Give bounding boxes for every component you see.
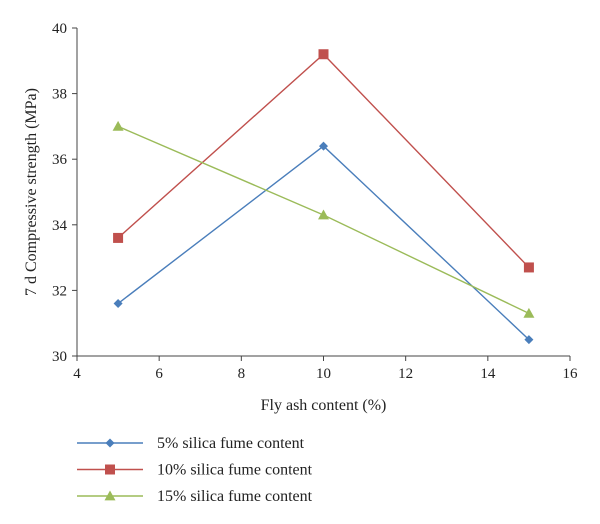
y-tick-label: 40 xyxy=(52,21,67,37)
data-point xyxy=(112,120,124,131)
y-tick-label: 32 xyxy=(52,283,67,299)
legend-marker xyxy=(104,490,116,501)
series-line xyxy=(117,145,530,341)
data-point xyxy=(318,209,329,220)
legend-marker xyxy=(105,464,115,475)
legend-marker xyxy=(105,438,115,448)
data-point xyxy=(113,232,124,243)
series-line xyxy=(117,125,530,314)
x-tick-label: 8 xyxy=(238,366,246,382)
y-tick-label: 36 xyxy=(52,152,68,168)
data-point xyxy=(318,49,329,60)
legend-label: 15% silica fume content xyxy=(157,488,313,505)
y-tick-label: 30 xyxy=(52,349,67,365)
x-tick-label: 14 xyxy=(480,366,496,382)
y-tick-label: 34 xyxy=(52,218,68,234)
x-tick-label: 12 xyxy=(398,366,413,382)
series-layer xyxy=(112,49,535,345)
y-tick-label: 38 xyxy=(52,87,67,103)
data-point xyxy=(319,141,328,151)
legend-item: 5% silica fume content xyxy=(77,435,305,452)
data-point xyxy=(523,262,534,273)
legend-item: 10% silica fume content xyxy=(77,462,313,479)
data-point xyxy=(113,299,123,309)
legend-label: 5% silica fume content xyxy=(157,435,305,452)
x-tick-label: 4 xyxy=(73,366,81,382)
series-3 xyxy=(112,120,535,318)
x-tick-label: 10 xyxy=(316,366,331,382)
series-2 xyxy=(113,49,534,273)
series-line xyxy=(117,53,530,268)
x-tick-label: 16 xyxy=(563,366,579,382)
legend: 5% silica fume content 10% silica fume co… xyxy=(77,435,313,505)
legend-label: 10% silica fume content xyxy=(157,462,313,479)
data-point xyxy=(523,307,535,318)
x-axis-label: Fly ash content (%) xyxy=(261,397,387,414)
axes: 30 32 34 36 38 40 4 6 8 10 12 14 16 xyxy=(52,21,578,382)
legend-item: 15% silica fume content xyxy=(77,488,313,505)
x-tick-label: 6 xyxy=(155,366,163,382)
series-1 xyxy=(113,141,534,345)
y-axis-label: 7 d Compressive strength (MPa) xyxy=(23,88,40,296)
data-point xyxy=(524,335,534,345)
